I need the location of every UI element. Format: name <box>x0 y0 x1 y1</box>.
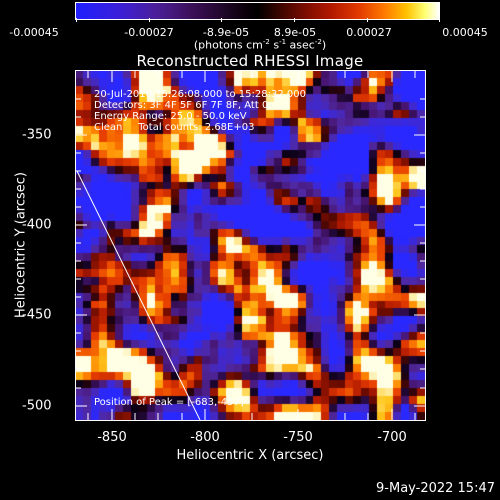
colorbar-tick <box>439 18 440 22</box>
x-tick-label: -750 <box>283 430 313 445</box>
colorbar-label: -0.00027 <box>124 26 174 39</box>
colorbar-label: 8.9e-05 <box>273 26 317 39</box>
solar-limb-line <box>76 170 201 420</box>
y-tick-label: -400 <box>22 217 52 233</box>
image-plot: 20-Jul-2010 15:26:08.000 to 15:28:32.000… <box>75 70 426 421</box>
timestamp: 9-May-2022 15:47 <box>376 481 495 496</box>
colorbar-tick <box>367 18 368 22</box>
info-energy: Energy Range: 25.0 - 50.0 keV <box>94 111 247 122</box>
colorbar-tick <box>76 18 77 22</box>
colorbar <box>75 2 440 20</box>
y-tick-label: -350 <box>22 127 52 143</box>
x-tick-label: -800 <box>190 430 220 445</box>
limb-overlay <box>76 170 201 420</box>
colorbar-label: 0.00045 <box>442 26 488 39</box>
colorbar-label: 0.00027 <box>346 26 392 39</box>
colorbar-tick <box>221 18 222 22</box>
colorbar-units: (photons cm-2 s-1 asec-2) <box>193 38 327 52</box>
colorbar-label: -0.00045 <box>9 26 59 39</box>
y-tick-label: -450 <box>22 307 52 323</box>
info-time: 20-Jul-2010 15:26:08.000 to 15:28:32.000 <box>94 89 306 100</box>
colorbar-tick <box>149 18 150 22</box>
heatmap-image <box>76 71 425 420</box>
colorbar-label: -8.9e-05 <box>202 26 250 39</box>
x-axis-label: Heliocentric X (arcsec) <box>176 448 324 463</box>
peak-position: Position of Peak = [-683,-457] <box>94 397 244 408</box>
y-tick-label: -500 <box>22 398 52 414</box>
plot-title: Reconstructed RHESSI Image <box>136 52 364 70</box>
x-tick-label: -700 <box>377 430 407 445</box>
y-axis-label: Heliocentric Y (arcsec) <box>13 172 29 318</box>
info-detectors: Detectors: 3F 4F 5F 6F 7F 8F, Att 0 <box>94 100 269 111</box>
x-tick-label: -850 <box>97 430 127 445</box>
colorbar-tick <box>294 18 295 22</box>
info-clean: Clean Total counts: 2.68E+03 <box>94 122 255 133</box>
